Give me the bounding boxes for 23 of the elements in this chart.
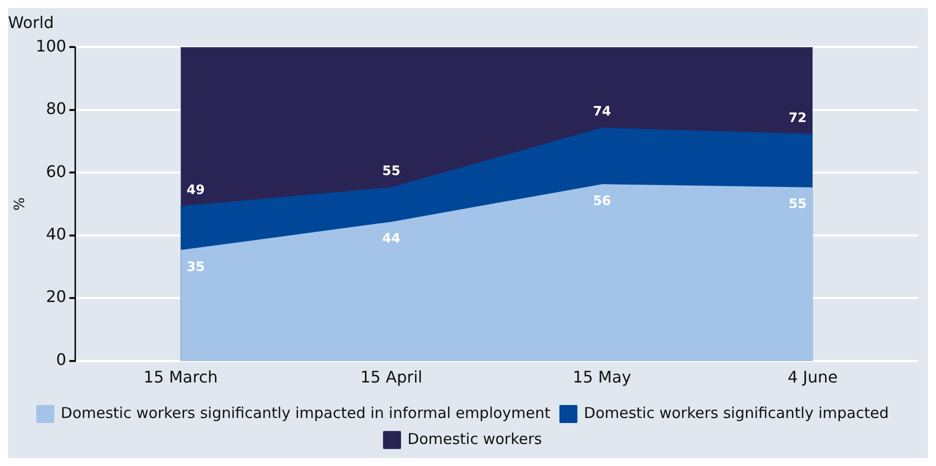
x-tick-label: 4 June xyxy=(788,368,838,387)
data-label: 44 xyxy=(382,232,400,247)
x-tick-label: 15 April xyxy=(360,368,422,387)
legend-label: Domestic workers xyxy=(408,430,542,448)
y-tick-label: 100 xyxy=(36,36,66,56)
y-tick-label: 40 xyxy=(46,224,66,244)
y-tick-label: 60 xyxy=(46,162,66,181)
x-tick-label: 15 May xyxy=(572,368,632,387)
data-label: 49 xyxy=(186,183,205,198)
data-label: 55 xyxy=(382,164,400,180)
data-label: 55 xyxy=(788,197,807,212)
y-tick-label: 80 xyxy=(46,99,66,118)
data-label: 72 xyxy=(788,110,807,126)
x-tick-label: 15 March xyxy=(144,368,218,387)
data-label: 56 xyxy=(592,194,612,210)
data-label: 74 xyxy=(592,104,612,120)
y-tick-label: 0 xyxy=(56,350,66,369)
legend-label: Domestic workers significantly impacted xyxy=(584,404,889,422)
y-tick-label: 20 xyxy=(46,287,66,306)
legend-label: Domestic workers significantly impacted in informal employment xyxy=(60,404,551,422)
data-label: 35 xyxy=(186,260,205,275)
y-axis-title: % xyxy=(12,197,28,211)
chart-title: World xyxy=(8,12,54,32)
